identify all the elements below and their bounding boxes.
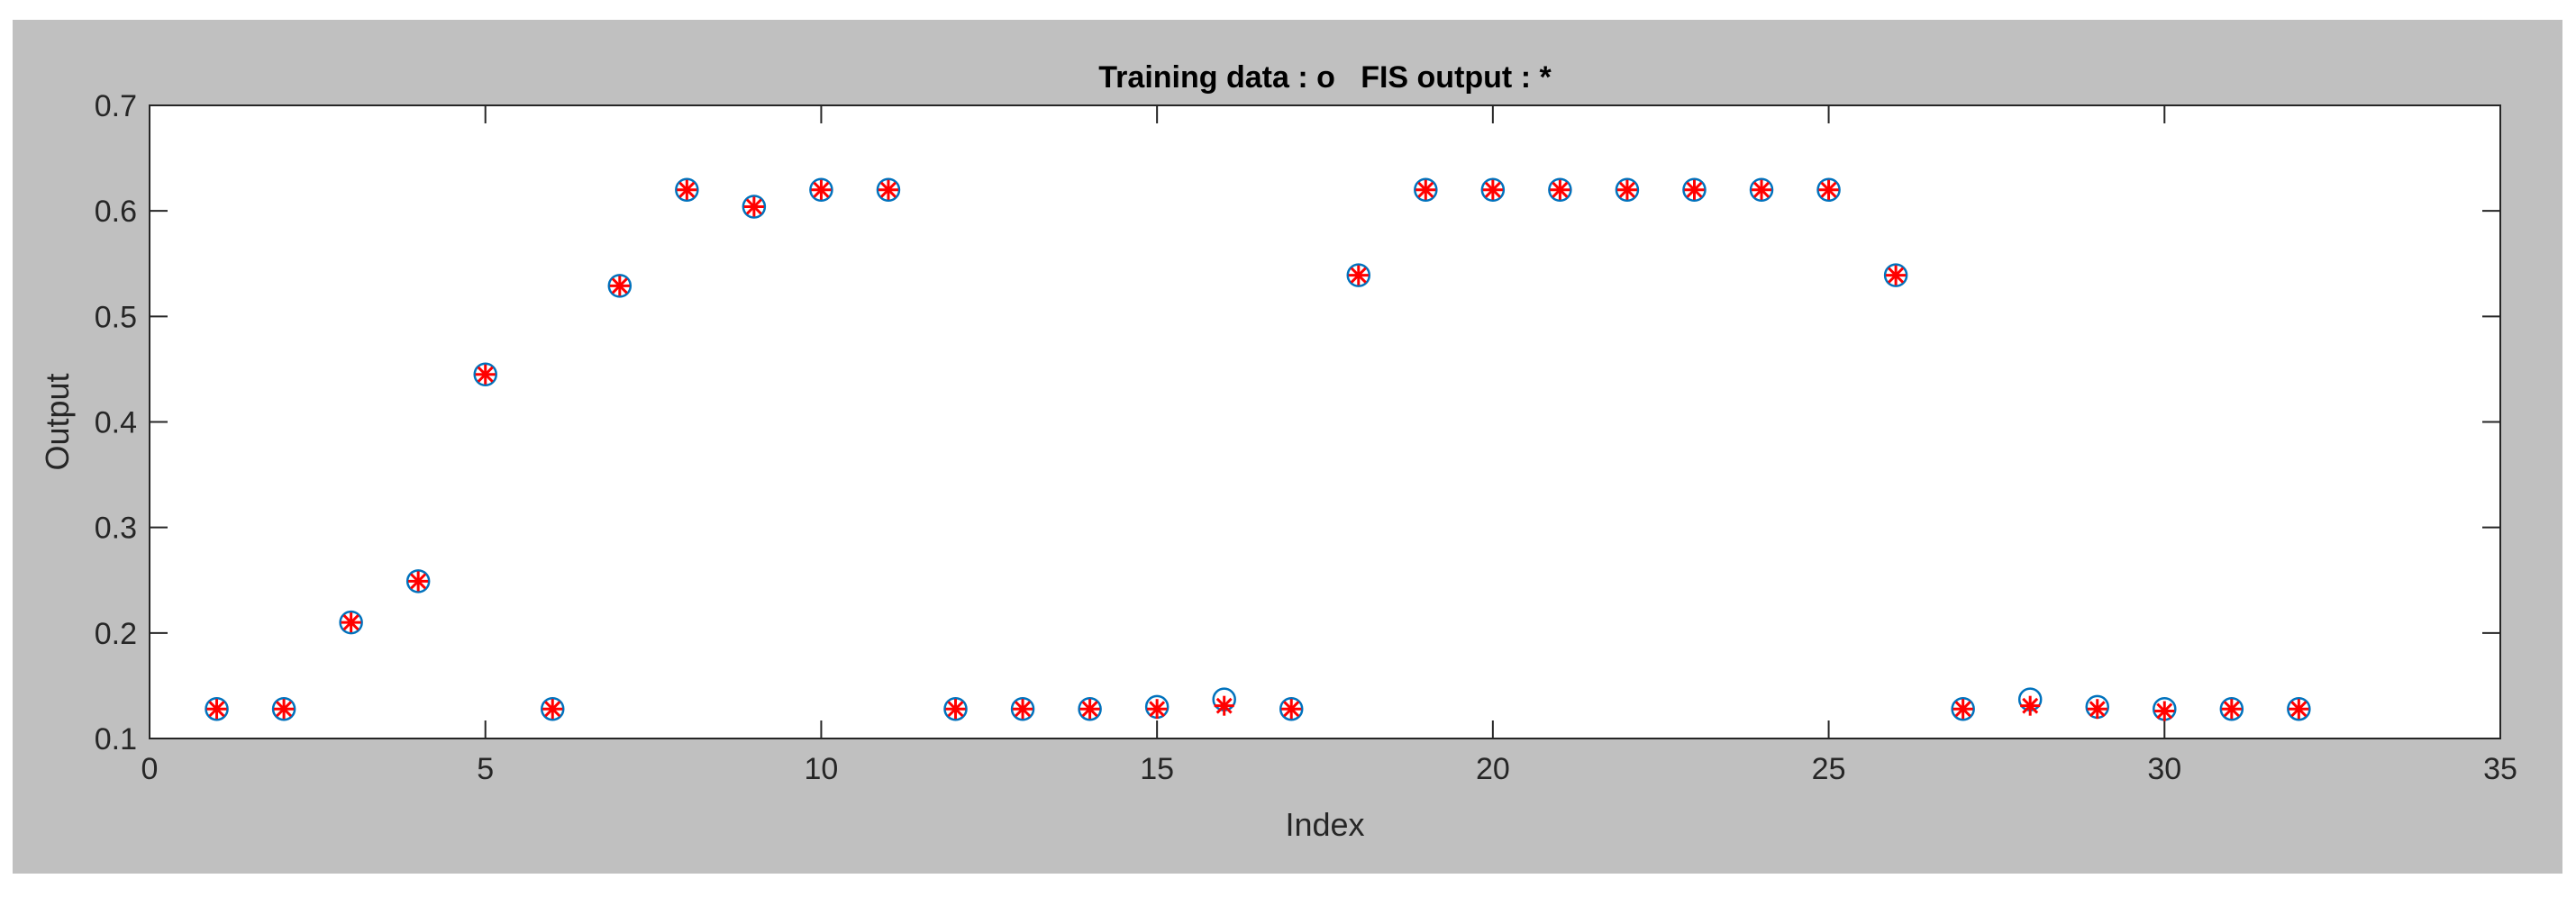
x-tick-label: 35 <box>2483 752 2517 786</box>
y-tick-label: 0.2 <box>95 617 137 651</box>
fis-output-point <box>542 699 563 720</box>
fis-output-point <box>945 699 966 720</box>
training-data-point <box>271 696 296 721</box>
fis-output-point <box>2087 699 2107 720</box>
fis-output-point <box>274 699 295 720</box>
fis-output-point <box>2154 701 2175 721</box>
training-data-point <box>876 177 901 202</box>
fis-output-point <box>1415 179 1436 200</box>
fis-output-point <box>1147 699 1168 720</box>
fis-output-point <box>1886 265 1907 285</box>
training-data-point <box>809 177 833 202</box>
data-marks <box>205 177 2311 721</box>
fis-output-point <box>2020 695 2041 716</box>
fis-output-point <box>206 699 227 720</box>
x-tick-label: 5 <box>477 752 494 786</box>
plot-area <box>149 104 2501 739</box>
fis-output-point <box>878 179 898 200</box>
training-data-point <box>2219 696 2244 721</box>
training-data-point <box>742 195 767 219</box>
training-data-point <box>1548 177 1572 202</box>
training-data-point <box>1078 696 1102 721</box>
training-data-point <box>2287 696 2311 721</box>
training-data-point <box>1279 696 1304 721</box>
fis-output-point <box>341 612 361 633</box>
fis-output-point <box>1818 179 1839 200</box>
x-tick-label: 0 <box>141 752 159 786</box>
training-data-point <box>1816 177 1841 202</box>
y-tick-label: 0.7 <box>95 89 137 123</box>
training-data-point <box>1414 177 1438 202</box>
series-2 <box>206 179 2309 721</box>
x-tick-label: 15 <box>1140 752 1174 786</box>
training-data-point <box>1615 177 1640 202</box>
training-data-point <box>405 569 431 593</box>
fis-output-point <box>1214 695 1234 716</box>
training-data-point <box>1951 696 1975 721</box>
fis-output-point <box>609 276 630 296</box>
fis-output-point <box>677 179 697 200</box>
fis-output-point <box>1079 699 1100 720</box>
training-data-point <box>607 274 633 298</box>
axis-tick-labels: 0 5 10 15 20 25 30 35 0.1 0.2 0.3 0.4 0.5 0.6 0.7 <box>95 89 2517 786</box>
y-tick-label: 0.4 <box>95 406 137 440</box>
fis-output-point <box>1684 179 1705 200</box>
fis-output-point <box>408 571 429 592</box>
training-data-point <box>1010 696 1035 721</box>
training-data-point <box>1883 263 1908 287</box>
y-axis-label: Output <box>39 373 76 470</box>
x-tick-label: 20 <box>1476 752 1510 786</box>
y-tick-label: 0.1 <box>95 722 137 757</box>
training-data-point <box>1682 177 1707 202</box>
training-data-point <box>943 696 968 721</box>
training-data-point <box>1749 177 1774 202</box>
training-data-point <box>205 696 229 721</box>
fis-output-point <box>1752 179 1772 200</box>
training-data-point <box>675 177 699 202</box>
fis-output-point <box>1281 699 1302 720</box>
fis-output-point <box>1550 179 1570 200</box>
chart-title: Training data : o FIS output : * <box>1098 60 1552 95</box>
fis-output-point <box>2289 699 2309 720</box>
fis-output-point <box>811 179 832 200</box>
fis-output-point <box>1952 699 1973 720</box>
training-data-point <box>339 610 363 635</box>
x-tick-label: 10 <box>805 752 839 786</box>
training-data-point <box>1346 263 1371 287</box>
series-1 <box>205 177 2311 721</box>
x-axis-label: Index <box>1285 806 1364 843</box>
y-tick-label: 0.5 <box>95 300 137 334</box>
axis-ticks <box>149 104 2501 739</box>
training-data-point <box>1480 177 1506 202</box>
y-tick-label: 0.3 <box>95 512 137 546</box>
fis-output-point <box>743 196 764 217</box>
fis-output-point <box>1348 265 1369 285</box>
x-tick-label: 25 <box>1812 752 1846 786</box>
fis-output-point <box>1616 179 1637 200</box>
fis-output-point <box>1013 699 1033 720</box>
training-data-point <box>541 696 565 721</box>
y-tick-label: 0.6 <box>95 195 137 229</box>
fis-output-point <box>475 364 496 385</box>
fis-output-point <box>2221 699 2242 720</box>
training-data-point <box>473 362 497 387</box>
x-tick-label: 30 <box>2147 752 2181 786</box>
fis-output-point <box>1482 179 1503 200</box>
